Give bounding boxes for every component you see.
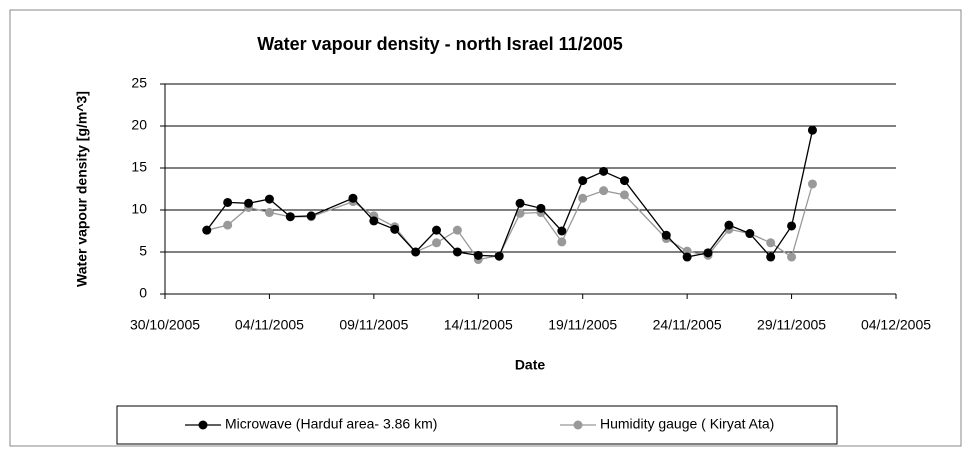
marker [599, 186, 609, 196]
y-tick-label: 0 [139, 285, 147, 301]
marker [202, 225, 212, 235]
y-tick-label: 20 [131, 117, 147, 133]
marker [578, 193, 588, 203]
y-tick-label: 15 [131, 159, 147, 175]
marker [807, 179, 817, 189]
legend-marker [573, 420, 583, 430]
marker [452, 247, 462, 257]
marker [306, 211, 316, 221]
x-tick-label: 04/11/2005 [235, 317, 304, 333]
legend-box [116, 405, 838, 445]
marker [557, 226, 567, 236]
marker [432, 238, 442, 248]
marker [745, 229, 755, 239]
y-tick-label: 5 [139, 243, 147, 259]
x-tick-label: 19/11/2005 [548, 317, 617, 333]
y-tick-label: 10 [131, 201, 147, 217]
x-tick-label: 30/10/2005 [130, 317, 200, 333]
chart-title: Water vapour density - north Israel 11/2… [257, 34, 622, 54]
marker [452, 225, 462, 235]
marker [515, 198, 525, 208]
marker [766, 252, 776, 262]
marker [766, 238, 776, 248]
marker [682, 252, 692, 262]
marker [285, 212, 295, 222]
y-axis-label: Water vapour density [g/m^3] [74, 91, 90, 287]
marker [557, 237, 567, 247]
marker [619, 176, 629, 186]
marker [223, 220, 233, 230]
marker [724, 220, 734, 230]
marker [787, 221, 797, 231]
x-tick-label: 29/11/2005 [757, 317, 826, 333]
marker [223, 197, 233, 207]
x-tick-label: 09/11/2005 [339, 317, 408, 333]
marker [703, 248, 713, 258]
x-tick-label: 24/11/2005 [653, 317, 722, 333]
marker [599, 166, 609, 176]
x-tick-label: 04/12/2005 [861, 317, 931, 333]
marker [494, 251, 504, 261]
marker [264, 208, 274, 218]
marker [619, 190, 629, 200]
marker [661, 230, 671, 240]
x-axis-label: Date [515, 357, 546, 373]
marker [244, 198, 254, 208]
y-tick-label: 25 [131, 75, 147, 91]
marker [787, 252, 797, 262]
marker [578, 176, 588, 186]
chart-frame [9, 9, 962, 447]
marker [348, 193, 358, 203]
marker [432, 225, 442, 235]
legend-label: Microwave (Harduf area- 3.86 km) [225, 416, 437, 432]
marker [369, 216, 379, 226]
marker [473, 250, 483, 260]
marker [264, 194, 274, 204]
marker [807, 125, 817, 135]
marker [536, 203, 546, 213]
marker [411, 247, 421, 257]
x-tick-label: 14/11/2005 [444, 317, 513, 333]
legend-label: Humidity gauge ( Kiryat Ata) [600, 416, 774, 432]
legend-marker [198, 420, 208, 430]
marker [515, 208, 525, 218]
marker [390, 224, 400, 234]
line [206, 130, 814, 259]
